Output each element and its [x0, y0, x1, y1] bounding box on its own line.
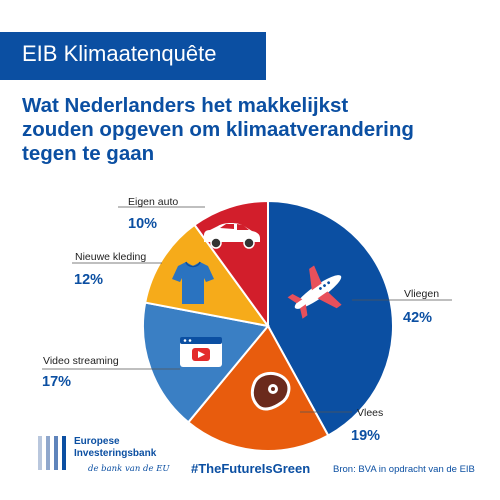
- eib-logo-line-1: Europese: [74, 436, 120, 447]
- source-note: Bron: BVA in opdracht van de EIB: [333, 464, 475, 475]
- value-eigen-auto: 10%: [128, 216, 158, 232]
- label-eigen-auto: Eigen auto: [128, 196, 179, 208]
- value-nieuwe-kleding: 12%: [74, 272, 104, 288]
- tshirt-icon: [172, 261, 214, 304]
- label-vliegen: Vliegen: [404, 288, 440, 300]
- banner-title: EIB Klimaatenquête: [22, 41, 217, 66]
- video-player-icon: [180, 337, 222, 367]
- label-leader-lines: [42, 206, 452, 413]
- eib-logo-mark: [38, 436, 66, 470]
- pie-slices: [142, 199, 394, 452]
- pie-slice-vliegen: [267, 199, 394, 437]
- eib-logo: Europese Investeringsbank de bank van de…: [38, 432, 178, 484]
- chart-title-line-1: Wat Nederlanders het makkelijkst: [22, 94, 349, 117]
- hashtag: #TheFutureIsGreen: [191, 461, 311, 476]
- eib-logo-name: Europese Investeringsbank: [74, 436, 156, 460]
- value-vliegen: 42%: [403, 310, 433, 326]
- label-video-streaming: Video streaming: [43, 355, 119, 367]
- eib-logo-line-2: Investeringsbank: [74, 448, 157, 459]
- chart-title: Wat Nederlanders het makkelijkst zouden …: [22, 94, 482, 166]
- chart-title-line-2: zouden opgeven om klimaatverandering: [22, 118, 414, 141]
- car-icon: [204, 223, 260, 249]
- value-vlees: 19%: [351, 428, 381, 444]
- airplane-icon: [287, 265, 342, 319]
- steak-icon: [250, 371, 291, 411]
- label-vlees: Vlees: [357, 407, 384, 419]
- eib-logo-tagline: de bank van de EU: [88, 464, 170, 474]
- chart-title-line-3: tegen te gaan: [22, 142, 155, 165]
- label-nieuwe-kleding: Nieuwe kleding: [75, 251, 147, 263]
- value-video-streaming: 17%: [42, 374, 72, 390]
- title-banner: EIB Klimaatenquête: [0, 32, 266, 80]
